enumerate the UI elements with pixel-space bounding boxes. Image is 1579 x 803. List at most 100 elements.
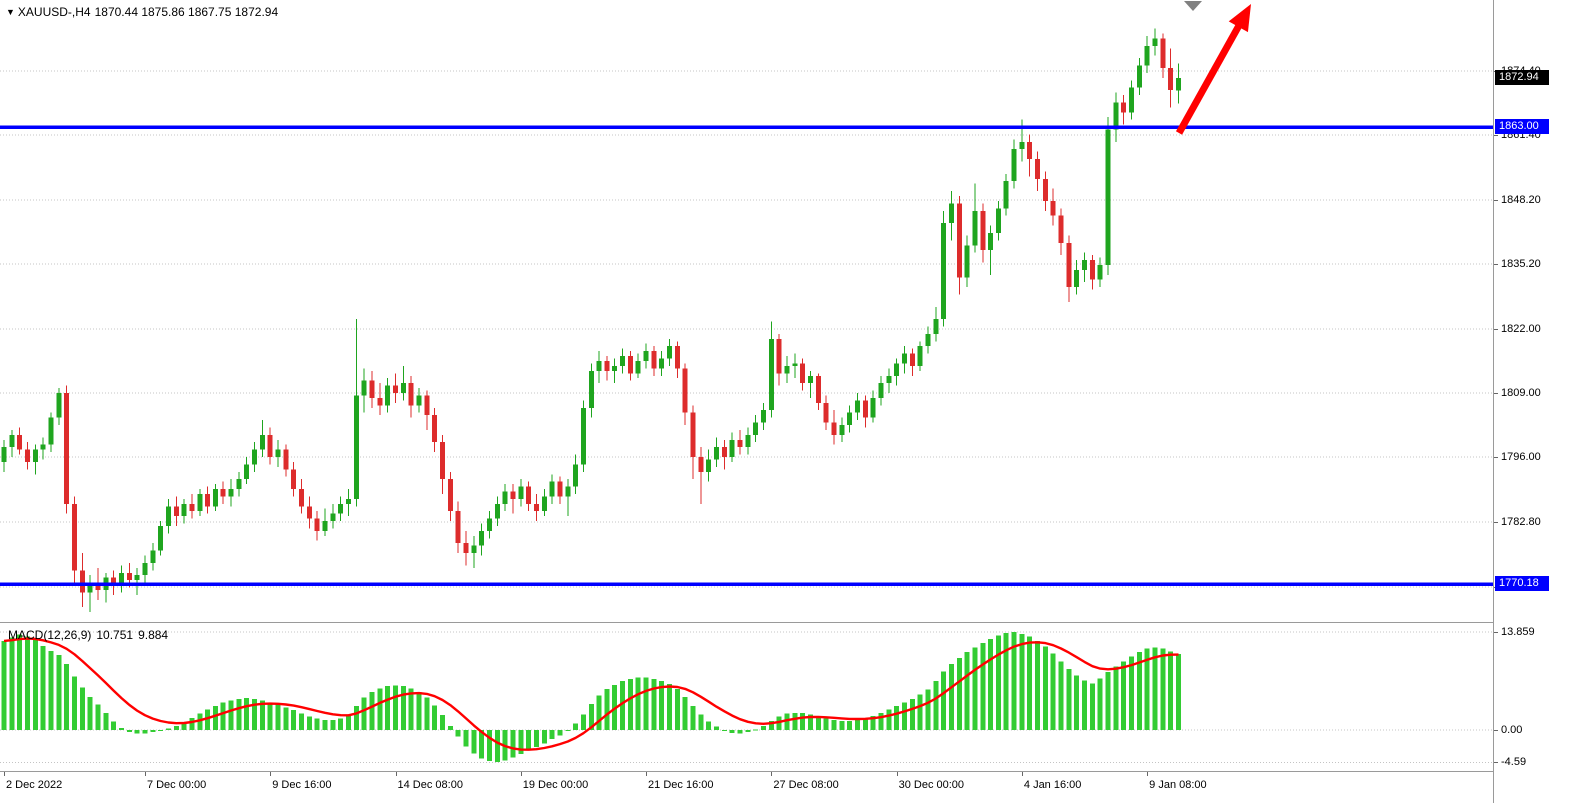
candle xyxy=(627,351,633,381)
object-marker-icon[interactable] xyxy=(1184,1,1202,11)
candle xyxy=(1160,33,1166,78)
macd-histogram-bar xyxy=(604,688,610,730)
candle xyxy=(463,530,469,566)
candle xyxy=(338,496,344,522)
axis-tick xyxy=(1494,199,1498,201)
candle xyxy=(87,575,93,613)
candle xyxy=(588,363,594,418)
macd-histogram-bar xyxy=(549,730,555,740)
macd-histogram-bar xyxy=(369,691,375,730)
axis-tick xyxy=(1494,263,1498,265)
candle xyxy=(643,343,649,369)
axis-tick xyxy=(1494,134,1498,136)
macd-histogram-bar xyxy=(126,730,132,733)
candle xyxy=(862,395,868,428)
candle xyxy=(353,319,359,507)
macd-histogram-bar xyxy=(510,730,516,758)
time-axis-tick xyxy=(771,772,773,776)
macd-histogram-bar xyxy=(408,688,414,730)
candle xyxy=(1042,171,1048,211)
candle xyxy=(533,493,539,522)
candle xyxy=(933,306,939,342)
candle xyxy=(956,196,962,295)
macd-histogram-bar xyxy=(142,730,148,734)
candle xyxy=(784,356,790,384)
time-axis-label: 21 Dec 16:00 xyxy=(648,779,714,791)
candle xyxy=(541,489,547,517)
panel-separator[interactable] xyxy=(0,622,1579,623)
macd-histogram-bar xyxy=(1168,651,1174,730)
macd-histogram-bar xyxy=(1027,636,1033,730)
macd-histogram-bar xyxy=(291,710,297,730)
candle xyxy=(549,474,555,504)
macd-histogram-bar xyxy=(807,714,813,730)
macd-histogram-bar xyxy=(682,696,688,730)
macd-histogram-bar xyxy=(854,719,860,730)
candle xyxy=(635,353,641,379)
macd-histogram-bar xyxy=(1035,640,1041,730)
candle xyxy=(604,356,610,381)
macd-histogram-bar xyxy=(212,705,218,730)
time-axis-tick xyxy=(395,772,397,776)
macd-histogram-bar xyxy=(150,730,156,733)
candle xyxy=(150,543,156,571)
macd-histogram-bar xyxy=(925,689,931,730)
candle xyxy=(259,420,265,458)
time-axis[interactable]: 2 Dec 2022 7 Dec 00:00 9 Dec 16:00 14 Dec 0… xyxy=(0,772,1493,803)
candle xyxy=(510,484,516,514)
candle xyxy=(690,405,696,480)
symbol-dropdown-icon[interactable]: ▼ xyxy=(6,7,15,17)
macd-histogram-bar xyxy=(322,720,328,730)
macd-histogram-bar xyxy=(87,696,93,730)
candle xyxy=(393,373,398,403)
macd-histogram-bar xyxy=(197,713,203,730)
candle xyxy=(870,390,876,423)
macd-histogram-bar xyxy=(886,709,892,730)
macd-histogram-bar xyxy=(48,650,54,730)
macd-histogram-bar xyxy=(1121,661,1127,730)
price-axis[interactable]: 1874.401861.401848.201835.201822.001809.… xyxy=(1493,0,1579,803)
candle xyxy=(1,439,7,472)
candle xyxy=(964,235,970,288)
macd-histogram-bar xyxy=(941,671,947,730)
candle xyxy=(455,501,461,554)
panel-separator[interactable] xyxy=(0,771,1579,772)
candle xyxy=(596,351,602,384)
candle xyxy=(314,511,320,541)
macd-histogram-bar xyxy=(956,657,962,730)
time-axis-label: 19 Dec 00:00 xyxy=(522,779,589,791)
macd-histogram-bar xyxy=(620,681,626,730)
candle xyxy=(361,368,367,413)
macd-histogram-bar xyxy=(659,681,665,730)
candle xyxy=(925,326,931,354)
axis-tick xyxy=(1494,522,1498,524)
price-chart-area[interactable] xyxy=(0,0,1493,622)
macd-panel-area[interactable] xyxy=(0,623,1493,771)
trend-arrow[interactable] xyxy=(1175,4,1251,135)
time-axis-label: 7 Dec 00:00 xyxy=(146,779,207,791)
macd-histogram-bar xyxy=(674,688,680,730)
macd-histogram-bar xyxy=(158,730,164,731)
level-price-label: 1770.18 xyxy=(1495,576,1549,592)
macd-histogram-bar xyxy=(847,720,853,730)
macd-histogram-bar xyxy=(651,679,657,730)
candle xyxy=(479,523,485,556)
candle xyxy=(220,481,226,504)
price-axis-label: 1796.00 xyxy=(1501,451,1541,464)
macd-histogram-bar xyxy=(479,730,485,759)
macd-histogram-bar xyxy=(565,730,571,731)
candle xyxy=(447,471,453,522)
candle xyxy=(815,373,821,411)
price-axis-label: 1848.20 xyxy=(1501,193,1541,206)
macd-histogram-bar xyxy=(267,702,273,730)
axis-tick xyxy=(1494,392,1498,394)
time-axis-label: 9 Jan 08:00 xyxy=(1149,779,1207,791)
macd-histogram-bar xyxy=(557,730,563,736)
macd-histogram-bar xyxy=(416,691,422,730)
macd-histogram-bar xyxy=(870,715,876,730)
time-axis-label: 9 Dec 16:00 xyxy=(272,779,332,791)
candle xyxy=(698,447,704,504)
macd-histogram-bar xyxy=(1082,680,1088,730)
candle xyxy=(9,429,15,458)
